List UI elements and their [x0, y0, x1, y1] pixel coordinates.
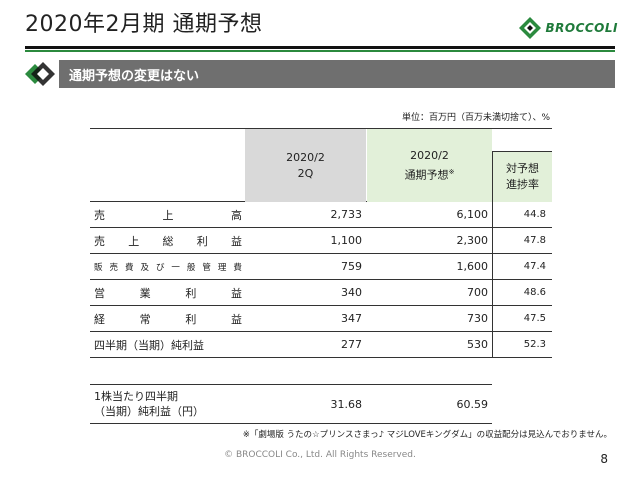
unit-note: 単位：百万円（百万未満切捨て）、%	[401, 113, 550, 123]
section-header: 通期予想の変更はない	[25, 60, 615, 88]
row-label: 売上総利益	[94, 234, 242, 248]
value-2q: 1,100	[330, 234, 363, 247]
value-full-year: 2,300	[456, 234, 489, 247]
table-row: 販売費及び一般管理費 759 1,600 47.4	[90, 254, 552, 280]
table-body: 売上高 2,733 6,100 44.8 売上総利益 1,100 2,300 47.8 販売費及…	[90, 202, 552, 358]
footnote: ※「劇場版 うたの☆プリンスさまっ♪ マジLOVEキングダム」の収益配分は見込ん…	[242, 430, 612, 440]
column-header-full-year: 2020/2 通期予想※	[367, 129, 492, 202]
row-label: 売上高	[94, 208, 242, 222]
logo-text: BROCCOLI	[545, 21, 618, 35]
eps-row: 1株当たり四半期 （当期）純利益（円） 31.68 60.59	[90, 384, 492, 424]
broccoli-logo-icon	[519, 17, 542, 39]
table-row: 売上高 2,733 6,100 44.8	[90, 202, 552, 228]
value-2q: 340	[341, 286, 362, 299]
eps-2q-value: 31.68	[330, 397, 363, 411]
title-rule	[25, 46, 615, 49]
forecast-table: 2020/2 2Q 2020/2 通期予想※ 対予想 進捗率 売上高 2,733 6…	[90, 128, 552, 358]
page-title: 2020年2月期 通期予想	[25, 12, 263, 37]
column-header-progress: 対予想 進捗率	[492, 151, 552, 202]
table-row: 経常利益 347 730 47.5	[90, 306, 552, 332]
row-label: 営業利益	[94, 286, 242, 300]
value-2q: 347	[341, 312, 362, 325]
section-title: 通期予想の変更はない	[59, 60, 615, 88]
value-full-year: 1,600	[456, 260, 489, 273]
value-full-year: 530	[467, 338, 488, 351]
eps-label: 1株当たり四半期 （当期）純利益（円）	[94, 390, 204, 418]
value-2q: 2,733	[330, 208, 363, 221]
table-row: 四半期（当期）純利益 277 530 52.3	[90, 332, 552, 358]
copyright: © BROCCOLI Co., Ltd. All Rights Reserved…	[224, 450, 416, 460]
value-full-year: 6,100	[456, 208, 489, 221]
row-label: 販売費及び一般管理費	[94, 262, 242, 273]
title-rule-accent	[25, 50, 615, 52]
diamond-icon	[25, 60, 59, 88]
value-full-year: 730	[467, 312, 488, 325]
column-header-2q: 2020/2 2Q	[245, 129, 366, 202]
value-progress: 52.3	[492, 332, 552, 357]
value-full-year: 700	[467, 286, 488, 299]
value-2q: 759	[341, 260, 362, 273]
value-2q: 277	[341, 338, 362, 351]
row-label: 経常利益	[94, 312, 242, 326]
table-row: 売上総利益 1,100 2,300 47.8	[90, 228, 552, 254]
value-progress: 44.8	[492, 202, 552, 227]
eps-full-year-value: 60.59	[456, 397, 489, 411]
value-progress: 47.5	[492, 306, 552, 331]
page-number: 8	[600, 452, 608, 466]
table-row: 営業利益 340 700 48.6	[90, 280, 552, 306]
value-progress: 47.8	[492, 228, 552, 253]
value-progress: 47.4	[492, 254, 552, 279]
row-label: 四半期（当期）純利益	[94, 338, 204, 352]
brand-logo: BROCCOLI	[519, 17, 618, 39]
table-header: 2020/2 2Q 2020/2 通期予想※ 対予想 進捗率	[90, 128, 552, 202]
value-progress: 48.6	[492, 280, 552, 305]
